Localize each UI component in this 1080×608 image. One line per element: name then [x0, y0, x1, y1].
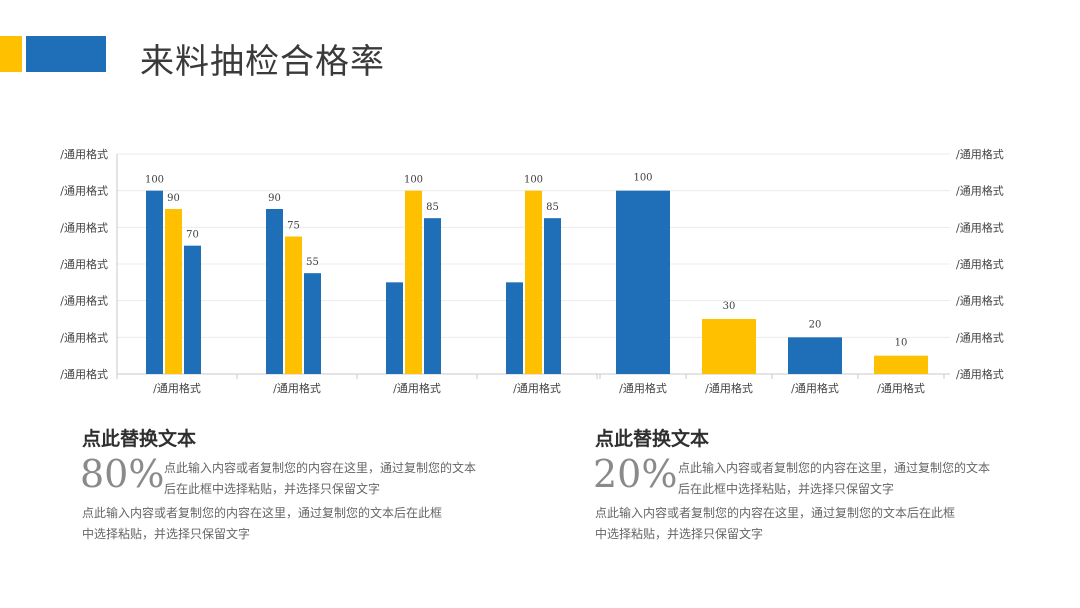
- data-label: 90: [167, 193, 180, 204]
- data-label: 85: [546, 202, 559, 213]
- block-heading-right: 点此替换文本: [595, 428, 710, 450]
- data-label: 10: [895, 338, 908, 349]
- data-label: 30: [723, 301, 736, 312]
- data-label: 100: [145, 175, 164, 186]
- bar: [165, 209, 182, 374]
- bottom-text-left: 点此输入内容或者复制您的内容在这里，通过复制您的文本后在此框 中选择粘贴，并选择…: [82, 503, 442, 545]
- bottom-text-right: 点此输入内容或者复制您的内容在这里，通过复制您的文本后在此框 中选择粘贴，并选择…: [595, 503, 955, 545]
- x-tick-label: /通用格式: [513, 381, 561, 395]
- data-label: 75: [287, 221, 300, 232]
- y-tick-label-left: /通用格式: [60, 257, 108, 271]
- bottom-text-left-line-1: 点此输入内容或者复制您的内容在这里，通过复制您的文本后在此框: [82, 506, 443, 520]
- bar: [424, 218, 441, 374]
- data-label: 55: [306, 257, 319, 268]
- bottom-text-right-line-2: 中选择粘贴，并选择只保留文字: [595, 527, 764, 541]
- data-label: 100: [524, 175, 543, 186]
- x-tick-label: /通用格式: [705, 381, 753, 395]
- bar: [405, 190, 422, 374]
- percent-left: 80%: [80, 452, 165, 496]
- bar: [788, 337, 842, 374]
- header-accent-blue: [26, 36, 106, 72]
- x-tick-label: /通用格式: [393, 381, 441, 395]
- y-tick-label-right: /通用格式: [956, 147, 1004, 161]
- y-tick-label-right: /通用格式: [956, 220, 1004, 234]
- bar: [702, 319, 756, 374]
- side-text-left-line-2: 后在此框中选择粘贴，并选择只保留文字: [164, 482, 381, 496]
- chart-area: /通用格式/通用格式/通用格式/通用格式/通用格式/通用格式/通用格式/通用格式…: [60, 147, 1004, 395]
- y-tick-label-left: /通用格式: [60, 184, 108, 198]
- bar: [304, 273, 321, 374]
- side-text-right-line-1: 点此输入内容或者复制您的内容在这里，通过复制您的文本: [678, 461, 991, 475]
- data-label: 20: [809, 319, 822, 330]
- y-tick-label-left: /通用格式: [60, 220, 108, 234]
- header-accent-yellow: [0, 36, 22, 72]
- x-tick-label: /通用格式: [273, 381, 321, 395]
- page-title: 来料抽检合格率: [140, 42, 385, 82]
- bar: [146, 190, 163, 374]
- side-text-left-line-1: 点此输入内容或者复制您的内容在这里，通过复制您的文本: [164, 461, 477, 475]
- bar: [525, 190, 542, 374]
- percent-right: 20%: [593, 452, 678, 496]
- side-text-left: 点此输入内容或者复制您的内容在这里，通过复制您的文本 后在此框中选择粘贴，并选择…: [164, 458, 476, 500]
- y-tick-label-right: /通用格式: [956, 330, 1004, 344]
- bar: [266, 209, 283, 374]
- x-tick-label: /通用格式: [791, 381, 839, 395]
- bottom-text-left-line-2: 中选择粘贴，并选择只保留文字: [82, 527, 251, 541]
- y-tick-label-left: /通用格式: [60, 147, 108, 161]
- data-label: 70: [186, 230, 199, 241]
- bottom-text-right-line-1: 点此输入内容或者复制您的内容在这里，通过复制您的文本后在此框: [595, 506, 956, 520]
- bar: [285, 236, 302, 374]
- bar: [506, 282, 523, 374]
- data-label: 90: [268, 193, 281, 204]
- x-tick-label: /通用格式: [619, 381, 667, 395]
- side-text-right-line-2: 后在此框中选择粘贴，并选择只保留文字: [678, 482, 895, 496]
- y-tick-label-left: /通用格式: [60, 330, 108, 344]
- y-tick-label-right: /通用格式: [956, 367, 1004, 381]
- bar: [544, 218, 561, 374]
- bar: [184, 245, 201, 374]
- data-label: 100: [404, 175, 423, 186]
- y-tick-label-right: /通用格式: [956, 294, 1004, 308]
- y-tick-label-right: /通用格式: [956, 257, 1004, 271]
- y-tick-label-right: /通用格式: [956, 184, 1004, 198]
- data-label: 85: [426, 202, 439, 213]
- bar: [386, 282, 403, 374]
- bar: [874, 355, 928, 374]
- side-text-right: 点此输入内容或者复制您的内容在这里，通过复制您的文本 后在此框中选择粘贴，并选择…: [678, 458, 990, 500]
- x-tick-label: /通用格式: [877, 381, 925, 395]
- bar: [616, 190, 670, 374]
- data-label: 100: [633, 173, 652, 184]
- y-tick-label-left: /通用格式: [60, 294, 108, 308]
- block-heading-left: 点此替换文本: [82, 428, 197, 450]
- x-tick-label: /通用格式: [153, 381, 201, 395]
- y-tick-label-left: /通用格式: [60, 367, 108, 381]
